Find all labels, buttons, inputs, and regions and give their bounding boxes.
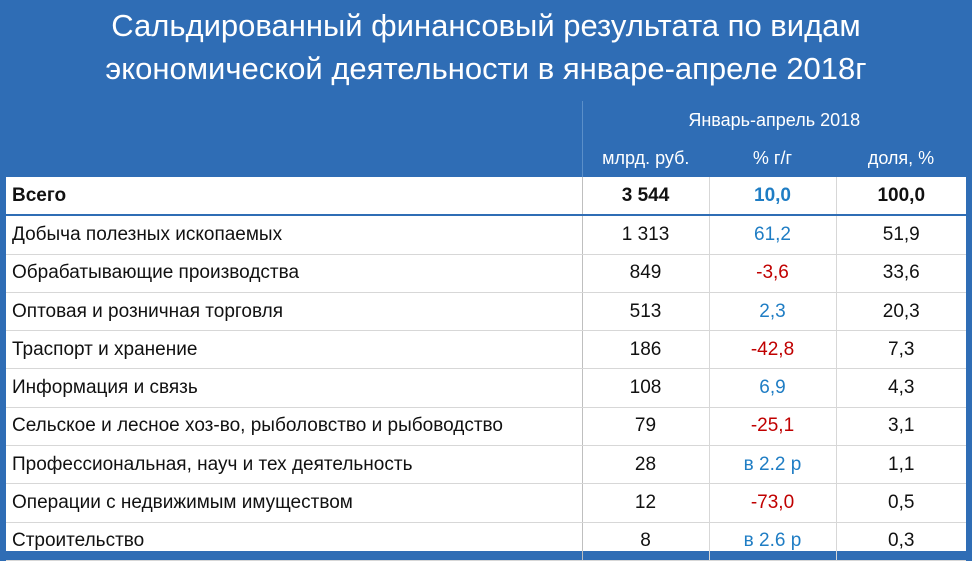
cell-yoy: 6,9 <box>709 368 837 408</box>
page-title: Сальдированный финансовый результата по … <box>0 4 972 90</box>
cell-yoy: в 2.2 р <box>709 445 837 485</box>
title-line-1: Сальдированный финансовый результата по … <box>111 8 861 43</box>
row-label: Операции с недвижимым имуществом <box>6 483 583 523</box>
cell-yoy: -73,0 <box>709 483 837 523</box>
header-col-yoy: % г/г <box>709 139 836 177</box>
cell-yoy: -25,1 <box>709 407 837 447</box>
table-row: Обрабатывающие производства 849 -3,6 33,6 <box>6 254 966 293</box>
table-body: Всего 3 544 10,0 100,0 Добыча полезных ископ… <box>6 177 966 561</box>
row-label: Информация и связь <box>6 368 583 408</box>
table-row-total: Всего 3 544 10,0 100,0 <box>6 177 966 217</box>
cell-rub: 1 313 <box>582 215 710 255</box>
cell-yoy: 10,0 <box>709 177 837 217</box>
table-row: Профессиональная, науч и тех деятельност… <box>6 445 966 485</box>
cell-rub: 28 <box>582 445 710 485</box>
row-label: Обрабатывающие производства <box>6 254 583 293</box>
cell-yoy: -3,6 <box>709 254 837 293</box>
cell-rub: 12 <box>582 483 710 523</box>
header-period: Январь-апрель 2018 <box>582 101 966 139</box>
table-row: Сельское и лесное хоз-во, рыболовство и … <box>6 407 966 447</box>
cell-share: 4,3 <box>836 368 966 408</box>
row-label: Сельское и лесное хоз-во, рыболовство и … <box>6 407 583 447</box>
header-col-share: доля, % <box>836 139 966 177</box>
cell-share: 1,1 <box>836 445 966 485</box>
cell-share: 33,6 <box>836 254 966 293</box>
cell-share: 0,5 <box>836 483 966 523</box>
title-line-2: экономической деятельности в январе-апре… <box>105 51 867 86</box>
cell-yoy: 61,2 <box>709 215 837 255</box>
cell-rub: 513 <box>582 292 710 332</box>
row-label: Всего <box>6 177 583 217</box>
row-label: Добыча полезных ископаемых <box>6 215 583 255</box>
header-blank-cell <box>6 101 583 177</box>
cell-rub: 108 <box>582 368 710 408</box>
cell-rub: 849 <box>582 254 710 293</box>
header-col-rub: млрд. руб. <box>582 139 709 177</box>
cell-share: 3,1 <box>836 407 966 447</box>
data-table-container: Январь-апрель 2018 млрд. руб. % г/г доля… <box>6 101 966 561</box>
cell-rub: 3 544 <box>582 177 710 217</box>
table-row: Строительство 8 в 2.6 р 0,3 <box>6 522 966 561</box>
table-row: Добыча полезных ископаемых 1 313 61,2 51,9 <box>6 215 966 255</box>
cell-share: 7,3 <box>836 330 966 370</box>
row-label: Траспорт и хранение <box>6 330 583 370</box>
row-label: Оптовая и розничная торговля <box>6 292 583 332</box>
table-row: Оптовая и розничная торговля 513 2,3 20,3 <box>6 292 966 332</box>
cell-share: 51,9 <box>836 215 966 255</box>
table-row: Информация и связь 108 6,9 4,3 <box>6 368 966 408</box>
table-row: Операции с недвижимым имуществом 12 -73,0 0… <box>6 483 966 523</box>
cell-share: 20,3 <box>836 292 966 332</box>
cell-yoy: -42,8 <box>709 330 837 370</box>
cell-yoy: 2,3 <box>709 292 837 332</box>
financial-results-table: Январь-апрель 2018 млрд. руб. % г/г доля… <box>6 101 966 561</box>
cell-rub: 79 <box>582 407 710 447</box>
row-label: Профессиональная, науч и тех деятельност… <box>6 445 583 485</box>
cell-share: 100,0 <box>836 177 966 217</box>
cell-rub: 186 <box>582 330 710 370</box>
table-row: Траспорт и хранение 186 -42,8 7,3 <box>6 330 966 370</box>
